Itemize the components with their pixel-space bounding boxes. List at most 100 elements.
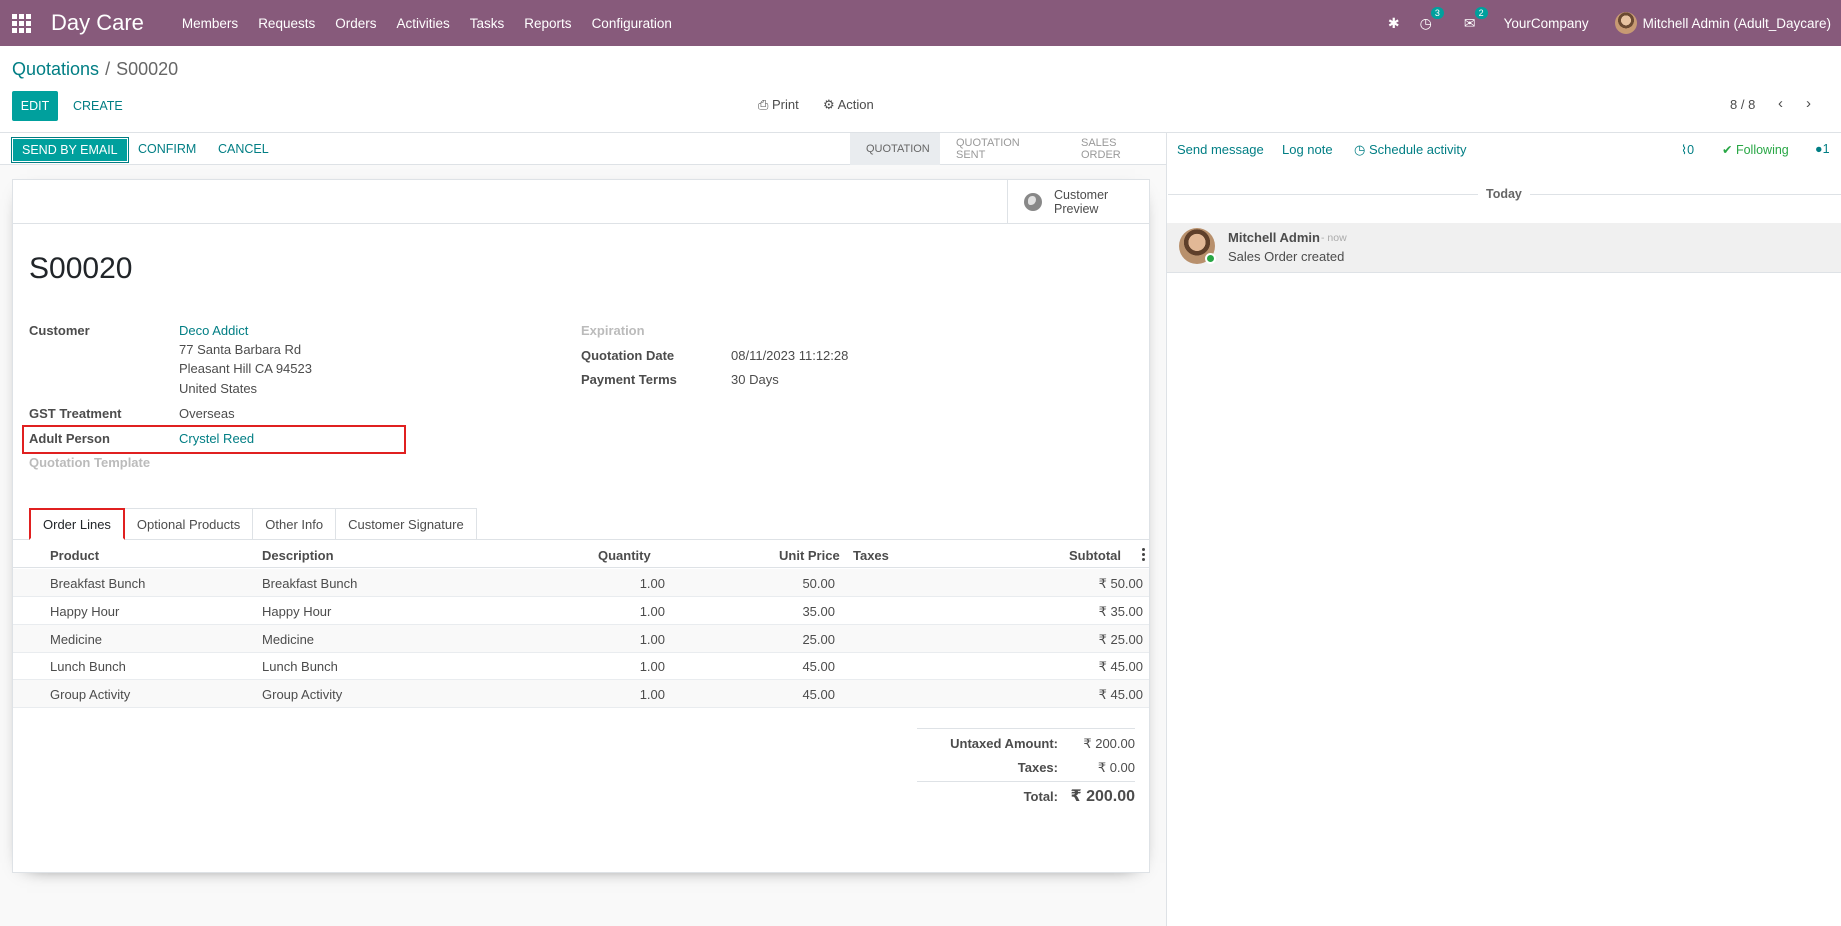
date-separator: Today (1168, 187, 1841, 201)
send-by-email-button[interactable]: SEND BY EMAIL (11, 137, 129, 163)
message-date: - now (1321, 232, 1347, 244)
customer-address-line3: United States (179, 381, 258, 396)
pager-next-icon[interactable]: › (1806, 95, 1811, 112)
menu-configuration[interactable]: Configuration (591, 15, 672, 31)
notebook-tabs: Order Lines Optional Products Other Info… (29, 508, 477, 540)
customer-preview-button[interactable]: Customer Preview (1007, 180, 1149, 224)
action-label: Action (837, 97, 874, 112)
table-row[interactable]: Happy Hour Happy Hour 1.00 35.00 ₹ 35.00 (13, 597, 1149, 625)
table-row[interactable]: Group Activity Group Activity 1.00 45.00… (13, 680, 1149, 708)
gear-icon: ⚙ (823, 97, 838, 112)
message-count-badge: 2 (1474, 6, 1488, 19)
control-panel-divider (0, 132, 1841, 133)
log-note-button[interactable]: Log note (1282, 142, 1333, 157)
adult-person-link[interactable]: Crystel Reed (179, 431, 255, 446)
row-product: Happy Hour (50, 604, 120, 619)
app-brand[interactable]: Day Care (51, 10, 144, 35)
tabs-divider (13, 539, 1149, 540)
untaxed-amount-value: ₹ 200.00 (1083, 736, 1135, 751)
payment-terms-label: Payment Terms (581, 372, 677, 387)
page-title: S00020 (29, 252, 133, 285)
optional-columns-icon[interactable] (1142, 548, 1145, 561)
col-description[interactable]: Description (262, 548, 334, 563)
stage-sales-order[interactable]: SALES ORDER (1081, 137, 1121, 161)
row-subtotal: ₹ 45.00 (1098, 687, 1143, 702)
schedule-activity-button[interactable]: ◷ Schedule activity (1354, 142, 1467, 158)
total-label: Total: (1023, 789, 1058, 804)
tab-optional-products[interactable]: Optional Products (124, 508, 254, 540)
pager-previous-icon[interactable]: ‹ (1778, 95, 1783, 112)
activity-clock-icon[interactable]: ◷ 3 (1420, 6, 1444, 32)
menu-tasks[interactable]: Tasks (469, 15, 505, 31)
adult-person-label: Adult Person (29, 431, 110, 446)
col-unit-price[interactable]: Unit Price (779, 548, 840, 563)
action-button[interactable]: ⚙ Action (823, 97, 874, 113)
menu-members[interactable]: Members (181, 15, 239, 31)
customer-address-line1: 77 Santa Barbara Rd (179, 342, 302, 357)
breadcrumb: Quotations / S00020 (12, 59, 178, 80)
row-quantity: 1.00 (639, 604, 665, 619)
status-stages: QUOTATION QUOTATION SENT SALES ORDER (850, 133, 1166, 165)
tab-other-info[interactable]: Other Info (253, 508, 337, 540)
activity-count-badge: 3 (1430, 6, 1444, 19)
adult-person-highlight (22, 425, 406, 454)
following-button[interactable]: ✔ Following (1722, 142, 1789, 157)
smart-button-box: Customer Preview (13, 180, 1149, 224)
table-row[interactable]: Breakfast Bunch Breakfast Bunch 1.00 50.… (13, 569, 1149, 597)
company-switcher[interactable]: YourCompany (1503, 15, 1589, 31)
row-product: Group Activity (50, 687, 131, 702)
tab-customer-signature[interactable]: Customer Signature (336, 508, 477, 540)
messaging-icon[interactable]: ✉ 2 (1464, 6, 1488, 32)
print-label: Print (772, 97, 799, 112)
stage-quotation-sent[interactable]: QUOTATION SENT (956, 137, 1020, 161)
clock-icon: ◷ (1354, 142, 1369, 157)
stage-quotation[interactable]: QUOTATION (850, 133, 940, 165)
row-description: Breakfast Bunch (262, 576, 358, 591)
pager-value[interactable]: 8 / 8 (1730, 97, 1756, 112)
send-message-button[interactable]: Send message (1177, 142, 1264, 157)
paperclip-icon: ⌇ (1681, 143, 1688, 157)
quotation-date-value: 08/11/2023 11:12:28 (731, 348, 849, 363)
row-unit-price: 45.00 (802, 687, 835, 702)
followers-count: 1 (1822, 142, 1830, 156)
print-button[interactable]: ⎙ Print (758, 97, 799, 113)
menu-requests[interactable]: Requests (258, 15, 316, 31)
edit-button[interactable]: EDIT (12, 91, 58, 121)
followers-button[interactable]: ●1 (1815, 142, 1830, 156)
user-menu[interactable]: Mitchell Admin (Adult_Daycare) (1642, 15, 1831, 31)
confirm-button[interactable]: CONFIRM (138, 142, 197, 156)
col-quantity[interactable]: Quantity (598, 548, 651, 563)
form-sheet: Customer Preview S00020 Customer Deco Ad… (12, 179, 1150, 873)
breadcrumb-quotations[interactable]: Quotations (12, 59, 100, 79)
row-description: Happy Hour (262, 604, 332, 619)
row-unit-price: 35.00 (802, 604, 835, 619)
table-row[interactable]: Medicine Medicine 1.00 25.00 ₹ 25.00 (13, 625, 1149, 653)
taxes-value: ₹ 0.00 (1097, 760, 1135, 775)
tab-order-lines[interactable]: Order Lines (29, 508, 125, 540)
cancel-button[interactable]: CANCEL (218, 142, 269, 156)
following-label: Following (1735, 143, 1789, 157)
main-menu: Members Requests Orders Activities Tasks… (172, 16, 682, 31)
menu-reports[interactable]: Reports (524, 15, 572, 31)
col-product[interactable]: Product (50, 548, 100, 563)
create-button[interactable]: CREATE (73, 99, 123, 113)
row-unit-price: 45.00 (802, 659, 835, 674)
col-taxes[interactable]: Taxes (853, 548, 889, 563)
table-row[interactable]: Lunch Bunch Lunch Bunch 1.00 45.00 ₹ 45.… (13, 652, 1149, 680)
attachments-button[interactable]: ⌇0 (1681, 142, 1694, 157)
apps-menu-icon[interactable] (12, 13, 31, 33)
customer-link[interactable]: Deco Addict (179, 323, 249, 338)
menu-orders[interactable]: Orders (335, 15, 377, 31)
printer-icon: ⎙ (758, 97, 773, 112)
col-subtotal[interactable]: Subtotal (1069, 548, 1121, 563)
row-subtotal: ₹ 50.00 (1098, 576, 1143, 591)
order-lines-header: Product Description Quantity Unit Price … (13, 542, 1149, 568)
message-body: Sales Order created (1228, 249, 1345, 264)
user-avatar[interactable] (1614, 12, 1637, 34)
message-author[interactable]: Mitchell Admin (1228, 230, 1320, 245)
customer-label: Customer (29, 323, 90, 338)
chatter-message[interactable]: Mitchell Admin - now Sales Order created (1167, 223, 1841, 273)
menu-activities[interactable]: Activities (396, 15, 450, 31)
bug-icon[interactable]: ✱ (1387, 14, 1400, 31)
date-separator-label: Today (1478, 187, 1530, 201)
